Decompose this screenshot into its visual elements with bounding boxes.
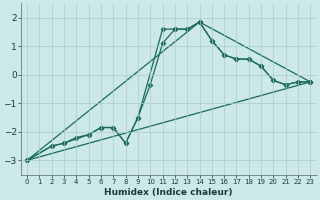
- X-axis label: Humidex (Indice chaleur): Humidex (Indice chaleur): [104, 188, 233, 197]
